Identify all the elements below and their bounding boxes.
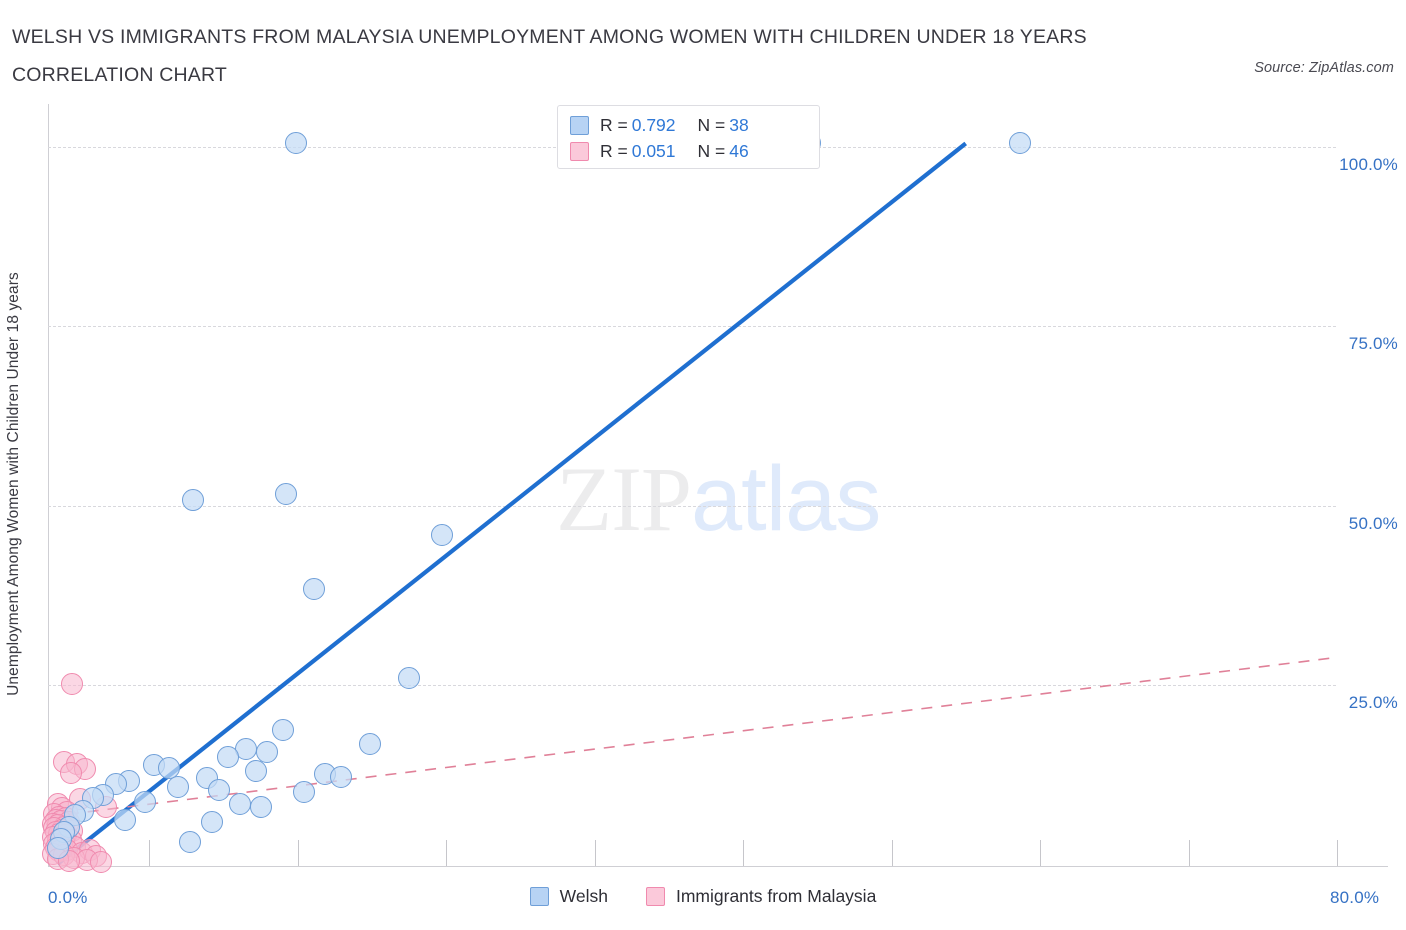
y-axis-tick-label: 100.0% [1339, 155, 1398, 175]
series2-n-value: 46 [729, 140, 749, 161]
x-axis-tick [297, 840, 299, 866]
series1-r-value: 0.792 [631, 114, 676, 135]
data-point[interactable] [217, 746, 240, 769]
legend-item[interactable]: Immigrants from Malaysia [645, 886, 877, 907]
x-axis-tick-label: 0.0% [48, 888, 88, 907]
legend-swatch-icon [529, 887, 549, 906]
data-point[interactable] [275, 483, 298, 506]
data-point[interactable] [1009, 132, 1032, 155]
stats-row-welsh: R = 0.792 N = 38 [570, 112, 809, 138]
series1-n-value: 38 [729, 114, 749, 135]
plot-area [41, 104, 1337, 873]
source-label: Source: ZipAtlas.com [1254, 60, 1394, 76]
trend-line-welsh [56, 141, 968, 866]
x-axis-tick [446, 840, 447, 866]
gridline [48, 684, 1336, 686]
series1-r-label: R = [600, 114, 628, 135]
data-point[interactable] [255, 741, 278, 764]
series2-swatch-icon [570, 141, 589, 161]
gridline [48, 505, 1336, 507]
y-axis-tick-label: 25.0% [1348, 692, 1398, 712]
x-axis-tick [1040, 840, 1041, 866]
data-point[interactable] [302, 578, 325, 601]
y-axis-line [48, 104, 49, 866]
data-point[interactable] [90, 850, 113, 873]
legend-label: Immigrants from Malaysia [675, 886, 877, 906]
trend-lines [47, 141, 1337, 866]
gridline [48, 326, 1336, 328]
data-point[interactable] [207, 779, 230, 802]
data-point[interactable] [59, 761, 82, 784]
data-point[interactable] [178, 831, 201, 854]
x-axis-tick [594, 840, 596, 866]
data-point[interactable] [244, 759, 267, 782]
series2-n-label: N = [697, 140, 726, 161]
y-axis-tick-label: 75.0% [1348, 334, 1398, 354]
legend-label: Welsh [559, 886, 608, 906]
data-point[interactable] [330, 765, 353, 788]
y-axis-tick-label: 50.0% [1348, 513, 1398, 533]
series2-r-value: 0.051 [631, 140, 676, 161]
data-point[interactable] [249, 796, 272, 819]
y-axis-title: Unemployment Among Women with Children U… [5, 272, 22, 696]
series-legend: Welsh Immigrants from Malaysia [0, 886, 1406, 907]
data-point[interactable] [114, 808, 137, 831]
legend-item[interactable]: Welsh [529, 886, 608, 907]
series2-r-label: R = [600, 140, 628, 161]
x-axis-tick [1337, 840, 1338, 866]
x-axis-tick [149, 840, 150, 866]
stats-row-malaysia: R = 0.051 N = 46 [570, 138, 809, 164]
page-title: WELSH VS IMMIGRANTS FROM MALAYSIA UNEMPL… [12, 26, 1087, 86]
x-axis-tick [891, 840, 893, 866]
series1-n-label: N = [697, 114, 726, 135]
x-axis-tick [1188, 840, 1190, 866]
correlation-stats-box: R = 0.792 N = 38 R = 0.051 N = 46 [557, 105, 820, 169]
series1-swatch-icon [570, 115, 589, 135]
data-point[interactable] [46, 837, 69, 860]
data-point[interactable] [272, 718, 295, 741]
data-point[interactable] [133, 791, 156, 814]
x-axis-tick-label: 80.0% [1330, 888, 1380, 907]
data-point[interactable] [167, 776, 190, 799]
data-point[interactable] [228, 792, 251, 815]
data-point[interactable] [181, 488, 204, 511]
data-point[interactable] [284, 132, 307, 155]
x-axis-tick [743, 840, 744, 866]
trend-line-immigrants-from-malaysia [47, 656, 1337, 818]
data-point[interactable] [431, 523, 454, 546]
data-point[interactable] [201, 810, 224, 833]
legend-swatch-icon [645, 887, 665, 906]
data-point[interactable] [157, 756, 180, 779]
data-point[interactable] [61, 673, 84, 696]
data-point[interactable] [359, 732, 381, 755]
data-point[interactable] [397, 667, 420, 690]
data-point[interactable] [292, 781, 315, 804]
x-axis-line [48, 866, 1388, 867]
